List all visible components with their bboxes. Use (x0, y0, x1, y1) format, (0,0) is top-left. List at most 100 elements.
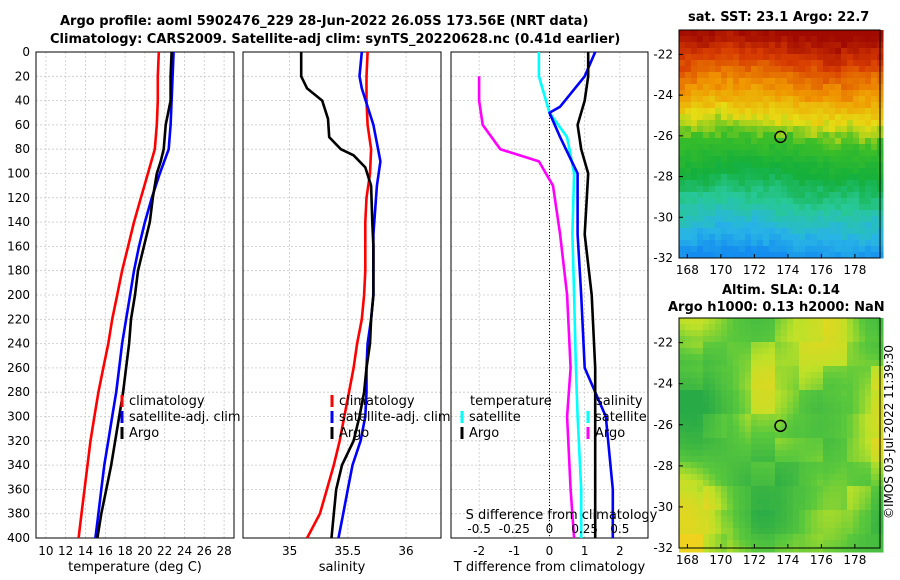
sst-map-cell (799, 120, 806, 127)
altimetry-map-cell (805, 480, 812, 487)
sst-map-cell (691, 138, 698, 145)
sst-map-cell (853, 144, 860, 151)
altimetry-map-cell (847, 372, 854, 379)
sst-map-cell (811, 174, 818, 181)
salinity-x-tick-label: 35 (282, 544, 297, 558)
sst-map-cell (697, 252, 704, 259)
altimetry-map-cell (721, 474, 728, 481)
sst-map-cell (679, 60, 686, 67)
difference-legend-temperature-title: temperature (470, 394, 552, 409)
sst-map-cell (853, 222, 860, 229)
altimetry-map-cell (817, 534, 824, 541)
sst-map-cell (733, 132, 740, 139)
sst-map-cell (841, 234, 848, 241)
altimetry-map-cell (775, 336, 782, 343)
sst-map-cell (727, 240, 734, 247)
difference-x-tick-label: 0 (546, 544, 554, 558)
altimetry-map-cell (685, 414, 692, 421)
altimetry-map-cell (865, 510, 872, 517)
altimetry-map-cell (799, 402, 806, 409)
altimetry-map-cell (685, 426, 692, 433)
sst-map-cell (841, 42, 848, 49)
altimetry-map-cell (811, 324, 818, 331)
sst-map-cell (727, 168, 734, 175)
altimetry-map-cell (805, 420, 812, 427)
sst-map-cell (817, 168, 824, 175)
altimetry-map-cell (745, 480, 752, 487)
altimetry-map-cell (721, 372, 728, 379)
altimetry-map-cell (757, 510, 764, 517)
altimetry-map-cell (745, 486, 752, 493)
altimetry-map-cell (853, 474, 860, 481)
sst-map-cell (703, 240, 710, 247)
sst-map-cell (793, 126, 800, 133)
salinity-x-axis-label: salinity (319, 560, 366, 575)
altimetry-map-cell (721, 510, 728, 517)
altimetry-map-cell (811, 450, 818, 457)
sst-map-cell (799, 246, 806, 253)
sst-map-cell (799, 54, 806, 61)
temperature-x-tick-label: 26 (197, 544, 212, 558)
sst-map-cell (751, 138, 758, 145)
depth-tick-label: 320 (7, 434, 30, 448)
altimetry-map-cell (697, 516, 704, 523)
altimetry-map-cell (865, 534, 872, 541)
depth-tick-label: 20 (15, 69, 30, 83)
altimetry-map-cell (757, 348, 764, 355)
sst-map-cell (817, 54, 824, 61)
altimetry-map-cell (823, 510, 830, 517)
altimetry-map-cell (871, 522, 878, 529)
sst-map-cell (763, 36, 770, 43)
sst-map-cell (817, 132, 824, 139)
temperature-legend-label: Argo (129, 426, 159, 441)
altimetry-map-cell (685, 330, 692, 337)
sst-map-cell (727, 192, 734, 199)
altimetry-map-cell (871, 528, 878, 535)
sst-map-cell (763, 246, 770, 253)
altimetry-map-cell (847, 474, 854, 481)
sst-map-cell (829, 174, 836, 181)
altimetry-map-cell (691, 522, 698, 529)
altimetry-map-cell (805, 360, 812, 367)
altimetry-map-cell (853, 444, 860, 451)
sst-map-cell (823, 54, 830, 61)
sst-map-cell (727, 150, 734, 157)
sst-map-cell (685, 198, 692, 205)
altimetry-map-cell (685, 372, 692, 379)
altimetry-map-cell (751, 372, 758, 379)
altimetry-map-cell (817, 378, 824, 385)
altimetry-map-cell (763, 372, 770, 379)
sst-map-cell (763, 126, 770, 133)
sst-map-cell (715, 240, 722, 247)
altimetry-map-cell (739, 432, 746, 439)
sst-map-cell (859, 36, 866, 43)
altimetry-map-cell (865, 414, 872, 421)
altimetry-map-cell (721, 450, 728, 457)
altimetry-map-cell (757, 420, 764, 427)
altimetry-map-cell (697, 438, 704, 445)
altimetry-map-cell (679, 390, 686, 397)
depth-tick-label: 240 (7, 337, 30, 351)
sst-map-cell (691, 156, 698, 163)
sst-map-cell (703, 222, 710, 229)
sst-map-cell (781, 48, 788, 55)
altimetry-map-cell (763, 474, 770, 481)
altimetry-map-cell (787, 384, 794, 391)
sst-map-cell (709, 102, 716, 109)
sst-map-cell (769, 48, 776, 55)
altimetry-map-cell (859, 516, 866, 523)
sst-map-cell (793, 150, 800, 157)
sst-map-cell (817, 246, 824, 253)
sst-map-cell (817, 210, 824, 217)
altimetry-map-cell (751, 534, 758, 541)
sst-map-cell (817, 222, 824, 229)
sst-map-cell (733, 150, 740, 157)
sst-map-cell (685, 66, 692, 73)
altimetry-map-cell (757, 444, 764, 451)
altimetry-map-cell (745, 324, 752, 331)
altimetry-map-cell (811, 396, 818, 403)
sst-map-cell (739, 60, 746, 67)
sst-map-cell (859, 120, 866, 127)
sst-map-cell (829, 36, 836, 43)
sst-map-cell (703, 174, 710, 181)
